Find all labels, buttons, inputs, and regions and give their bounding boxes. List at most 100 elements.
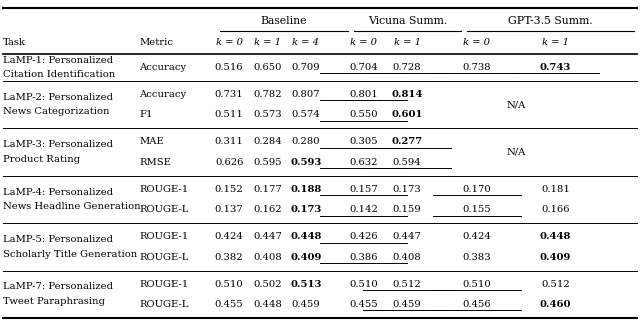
Text: LaMP-2: Personalized: LaMP-2: Personalized [3,93,113,102]
Text: GPT-3.5 Summ.: GPT-3.5 Summ. [508,16,593,26]
Text: 0.594: 0.594 [393,158,421,167]
Text: 0.550: 0.550 [349,110,378,119]
Text: 0.731: 0.731 [215,90,243,99]
Text: N/A: N/A [506,147,526,157]
Text: Metric: Metric [140,38,173,47]
Text: k = 0: k = 0 [350,38,377,47]
Text: 0.181: 0.181 [541,185,570,194]
Text: 0.510: 0.510 [349,280,378,289]
Text: 0.801: 0.801 [349,90,378,99]
Text: 0.502: 0.502 [253,280,282,289]
Text: 0.424: 0.424 [214,232,244,241]
Text: 0.408: 0.408 [253,252,282,262]
Text: ROUGE-1: ROUGE-1 [140,185,189,194]
Text: 0.188: 0.188 [291,185,321,194]
Text: 0.173: 0.173 [290,205,322,214]
Text: LaMP-4: Personalized: LaMP-4: Personalized [3,188,113,197]
Text: 0.277: 0.277 [392,137,422,146]
Text: ROUGE-L: ROUGE-L [140,300,189,309]
Text: 0.650: 0.650 [253,63,282,72]
Text: ROUGE-L: ROUGE-L [140,205,189,214]
Text: 0.409: 0.409 [540,252,572,262]
Text: 0.447: 0.447 [253,232,282,241]
Text: 0.448: 0.448 [253,300,282,309]
Text: 0.426: 0.426 [349,232,378,241]
Text: 0.512: 0.512 [541,280,570,289]
Text: N/A: N/A [506,100,526,109]
Text: 0.159: 0.159 [393,205,421,214]
Text: Vicuna Summ.: Vicuna Summ. [368,16,447,26]
Text: 0.512: 0.512 [393,280,421,289]
Text: 0.728: 0.728 [393,63,421,72]
Text: k = 1: k = 1 [542,38,569,47]
Text: 0.456: 0.456 [463,300,491,309]
Text: Task: Task [3,38,26,47]
Text: 0.709: 0.709 [292,63,320,72]
Text: 0.152: 0.152 [215,185,243,194]
Text: Citation Identification: Citation Identification [3,70,115,79]
Text: 0.448: 0.448 [540,232,572,241]
Text: Scholarly Title Generation: Scholarly Title Generation [3,250,138,259]
Text: 0.626: 0.626 [215,158,243,167]
Text: 0.632: 0.632 [349,158,378,167]
Text: 0.305: 0.305 [349,137,378,146]
Text: 0.386: 0.386 [349,252,378,262]
Text: 0.595: 0.595 [253,158,282,167]
Text: 0.311: 0.311 [214,137,244,146]
Text: 0.447: 0.447 [392,232,422,241]
Text: Tweet Paraphrasing: Tweet Paraphrasing [3,297,105,306]
Text: ROUGE-1: ROUGE-1 [140,232,189,241]
Text: 0.170: 0.170 [463,185,491,194]
Text: 0.814: 0.814 [391,90,423,99]
Text: 0.573: 0.573 [253,110,282,119]
Text: 0.704: 0.704 [349,63,378,72]
Text: 0.574: 0.574 [292,110,320,119]
Text: 0.448: 0.448 [290,232,322,241]
Text: 0.142: 0.142 [349,205,378,214]
Text: ROUGE-L: ROUGE-L [140,252,189,262]
Text: 0.166: 0.166 [541,205,570,214]
Text: News Headline Generation: News Headline Generation [3,202,141,211]
Text: 0.155: 0.155 [463,205,491,214]
Text: 0.510: 0.510 [215,280,243,289]
Text: 0.513: 0.513 [290,280,322,289]
Text: 0.284: 0.284 [253,137,282,146]
Text: 0.743: 0.743 [540,63,572,72]
Text: 0.593: 0.593 [290,158,322,167]
Text: k = 4: k = 4 [292,38,319,47]
Text: F1: F1 [140,110,153,119]
Text: 0.511: 0.511 [214,110,244,119]
Text: LaMP-5: Personalized: LaMP-5: Personalized [3,235,113,244]
Text: Baseline: Baseline [260,16,307,26]
Text: 0.455: 0.455 [215,300,243,309]
Text: MAE: MAE [140,137,164,146]
Text: 0.157: 0.157 [349,185,378,194]
Text: 0.408: 0.408 [393,252,421,262]
Text: Product Rating: Product Rating [3,155,81,164]
Text: 0.177: 0.177 [253,185,282,194]
Text: News Categorization: News Categorization [3,108,109,116]
Text: 0.782: 0.782 [253,90,282,99]
Text: 0.510: 0.510 [463,280,491,289]
Text: k = 1: k = 1 [254,38,281,47]
Text: LaMP-1: Personalized: LaMP-1: Personalized [3,56,113,65]
Text: k = 0: k = 0 [216,38,243,47]
Text: 0.280: 0.280 [292,137,320,146]
Text: 0.162: 0.162 [253,205,282,214]
Text: LaMP-7: Personalized: LaMP-7: Personalized [3,283,113,291]
Text: 0.424: 0.424 [462,232,492,241]
Text: k = 0: k = 0 [463,38,490,47]
Text: 0.382: 0.382 [215,252,243,262]
Text: 0.137: 0.137 [215,205,243,214]
Text: 0.807: 0.807 [292,90,320,99]
Text: k = 1: k = 1 [394,38,420,47]
Text: Accuracy: Accuracy [140,63,187,72]
Text: 0.173: 0.173 [393,185,421,194]
Text: 0.409: 0.409 [290,252,322,262]
Text: 0.516: 0.516 [215,63,243,72]
Text: RMSE: RMSE [140,158,172,167]
Text: 0.601: 0.601 [391,110,423,119]
Text: LaMP-3: Personalized: LaMP-3: Personalized [3,140,113,149]
Text: Accuracy: Accuracy [140,90,187,99]
Text: 0.460: 0.460 [540,300,572,309]
